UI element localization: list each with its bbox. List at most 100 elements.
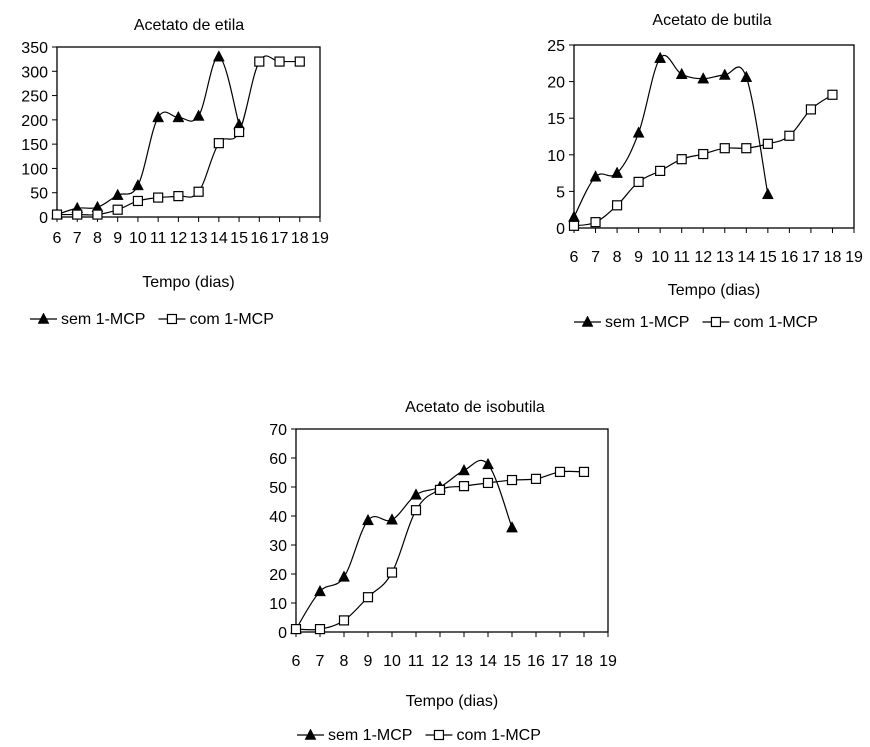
- x-tick-label: 7: [316, 653, 325, 670]
- y-tick-label: 100: [21, 161, 48, 178]
- data-point-square: [568, 220, 580, 231]
- y-tick-label: 150: [21, 137, 48, 154]
- data-point-square: [51, 209, 63, 220]
- x-tick-label: 16: [250, 230, 268, 247]
- data-point-square: [611, 200, 623, 211]
- data-point-square: [655, 165, 666, 177]
- data-point-square: [719, 143, 730, 154]
- data-point-square: [578, 466, 590, 478]
- legend-label: sem 1-MCP: [605, 314, 689, 331]
- data-point-square: [290, 623, 302, 635]
- y-tick-label: 10: [269, 596, 287, 613]
- x-tick-label: 9: [364, 653, 373, 670]
- x-tick-label: 10: [129, 230, 147, 247]
- x-tick-label: 7: [73, 230, 82, 247]
- data-point-square: [193, 186, 204, 197]
- y-tick-label: 0: [556, 221, 565, 238]
- y-tick-label: 0: [278, 625, 287, 642]
- x-tick-label: 15: [230, 230, 248, 247]
- y-tick-label: 200: [21, 113, 48, 130]
- data-point-square: [698, 148, 709, 160]
- data-point-square: [805, 104, 817, 115]
- data-point-square: [590, 217, 601, 228]
- data-point-square: [506, 474, 518, 486]
- x-tick-label: 12: [431, 653, 449, 670]
- x-tick-label: 10: [383, 653, 401, 670]
- data-point-triangle: [111, 188, 124, 200]
- x-tick-label: 19: [599, 653, 617, 670]
- data-point-square: [827, 89, 838, 100]
- x-tick-label: 18: [824, 249, 842, 266]
- series-line: [295, 470, 585, 631]
- legend-label: com 1-MCP: [456, 727, 540, 744]
- data-point-triangle: [362, 513, 374, 526]
- x-tick-label: 19: [845, 249, 863, 266]
- y-tick-label: 20: [269, 567, 287, 584]
- y-tick-label: 50: [30, 186, 48, 203]
- x-tick-label: 15: [503, 653, 521, 670]
- chart-title: Acetato de etila: [134, 17, 244, 34]
- data-point-square: [112, 204, 123, 215]
- plot-frame: [56, 46, 321, 218]
- x-tick-label: 11: [673, 249, 690, 266]
- legend-marker-triangle: [304, 728, 317, 740]
- legend-marker-triangle: [37, 312, 50, 324]
- series-com-1-mcp: [568, 89, 838, 231]
- chart-title: Acetato de isobutila: [405, 399, 545, 416]
- data-point-triangle: [410, 488, 422, 500]
- data-point-triangle: [654, 51, 667, 63]
- legend-entry: sem 1-MCP: [297, 727, 412, 744]
- x-tick-label: 9: [634, 249, 643, 266]
- data-point-triangle: [314, 584, 326, 597]
- x-tick-label: 8: [613, 249, 622, 266]
- legend-entry: com 1-MCP: [158, 311, 274, 328]
- x-tick-label: 19: [311, 230, 329, 247]
- legend-label: com 1-MCP: [733, 314, 817, 331]
- x-tick-label: 17: [271, 230, 289, 247]
- series-sem-1-mcp: [568, 51, 774, 222]
- legend-entry: com 1-MCP: [702, 314, 818, 331]
- data-point-triangle: [212, 50, 225, 62]
- x-tick-label: 13: [190, 230, 208, 247]
- data-point-triangle: [506, 521, 518, 533]
- x-tick-label: 11: [408, 653, 425, 670]
- data-point-square: [233, 126, 245, 138]
- data-point-square: [784, 130, 795, 141]
- series-line: [56, 56, 240, 216]
- data-point-square: [92, 209, 103, 220]
- x-tick-label: 13: [455, 653, 473, 670]
- data-point-square: [72, 209, 83, 220]
- plot-frame: [573, 44, 855, 229]
- data-point-triangle: [482, 457, 494, 470]
- y-tick-label: 20: [547, 75, 565, 92]
- x-tick-label: 6: [570, 249, 579, 266]
- y-tick-label: 350: [21, 40, 48, 57]
- y-tick-label: 0: [39, 210, 48, 227]
- x-tick-label: 18: [291, 230, 309, 247]
- data-point-triangle: [386, 513, 398, 525]
- data-point-square: [482, 477, 494, 489]
- y-tick-label: 70: [269, 422, 287, 439]
- data-point-triangle: [740, 70, 753, 82]
- data-point-square: [762, 138, 773, 149]
- x-axis-label: Tempo (dias): [406, 693, 498, 710]
- series-com-1-mcp: [290, 466, 590, 635]
- data-point-triangle: [761, 187, 774, 200]
- data-point-square: [173, 191, 184, 202]
- x-tick-label: 12: [694, 249, 712, 266]
- data-point-triangle: [718, 68, 731, 80]
- x-tick-label: 17: [551, 653, 569, 670]
- data-point-triangle: [458, 463, 470, 476]
- data-point-square: [530, 473, 542, 484]
- x-tick-label: 8: [340, 653, 349, 670]
- y-tick-label: 15: [547, 111, 565, 128]
- data-point-triangle: [192, 109, 205, 121]
- x-tick-label: 12: [169, 230, 187, 247]
- legend-entry: com 1-MCP: [425, 727, 541, 744]
- data-point-square: [213, 138, 224, 149]
- x-tick-label: 6: [53, 230, 62, 247]
- y-tick-label: 250: [21, 89, 48, 106]
- legend-entry: sem 1-MCP: [30, 311, 145, 328]
- data-point-triangle: [338, 570, 350, 582]
